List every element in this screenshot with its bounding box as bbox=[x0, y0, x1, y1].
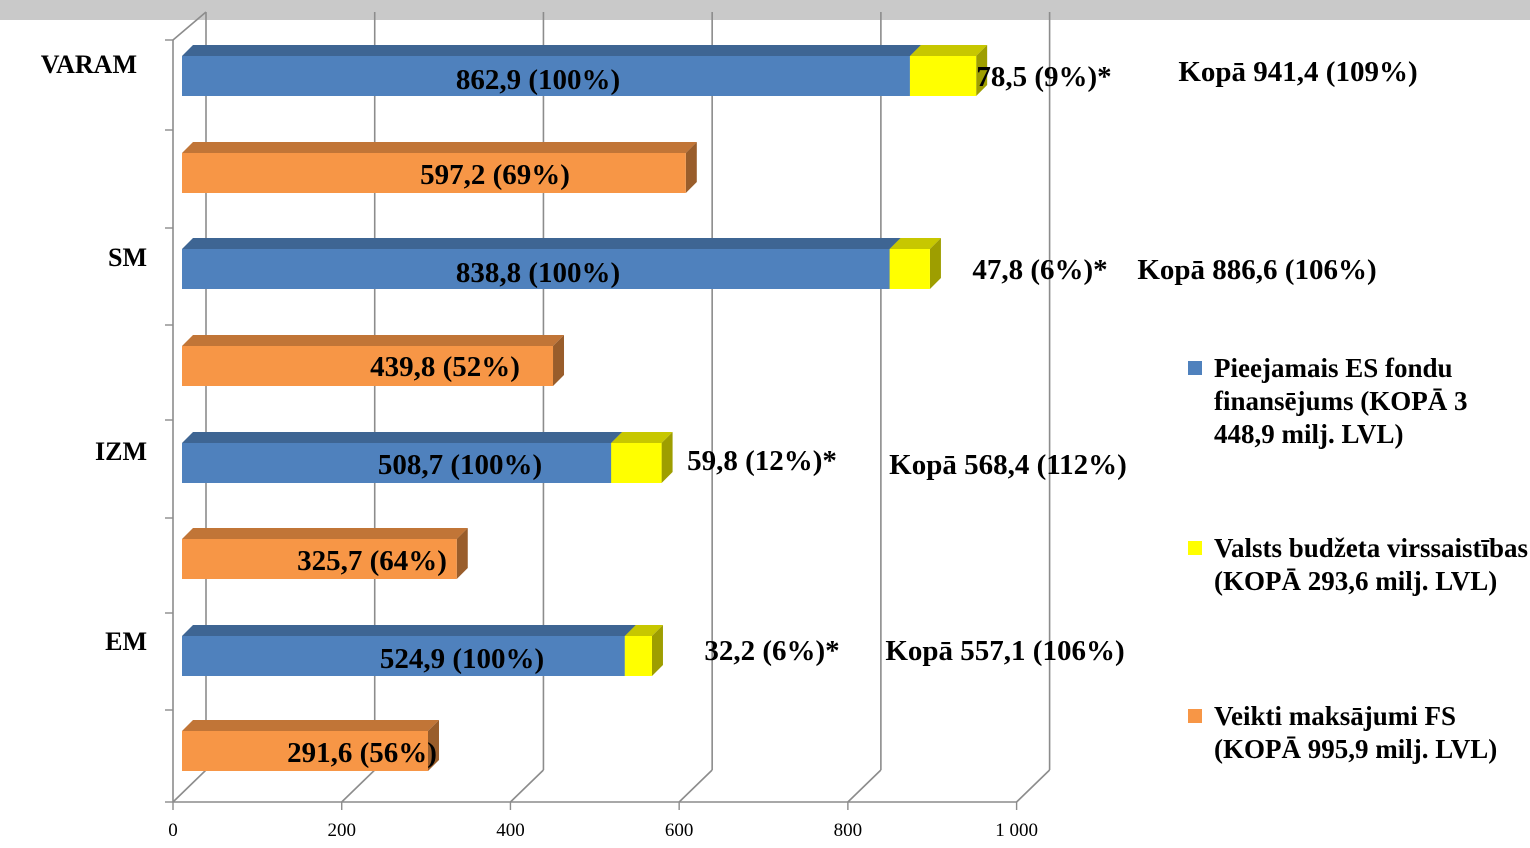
bar-available-varam-front bbox=[182, 56, 910, 96]
data-label-total-em: Kopā 557,1 (106%) bbox=[885, 635, 1124, 667]
bar-overcommit-em-top bbox=[624, 625, 663, 636]
x-tick-label-1: 200 bbox=[327, 820, 356, 841]
bar-overcommit-izm-side bbox=[661, 432, 673, 483]
bar-payments-em-side bbox=[427, 720, 439, 771]
legend-swatch-2 bbox=[1188, 709, 1202, 723]
bar-available-izm bbox=[182, 432, 623, 483]
bar-overcommit-sm-front bbox=[889, 249, 930, 289]
bar-payments-sm bbox=[182, 335, 565, 386]
bar-payments-em-front bbox=[182, 731, 428, 771]
bar-payments-varam bbox=[182, 142, 697, 193]
floor-gridline-0 bbox=[172, 769, 207, 803]
data-label-overcommit-em: 32,2 (6%)* bbox=[704, 635, 839, 667]
bar-available-sm bbox=[182, 238, 901, 289]
x-tick-label-3: 600 bbox=[665, 820, 694, 841]
data-label-total-sm: Kopā 886,6 (106%) bbox=[1137, 254, 1376, 286]
bar-available-izm-front bbox=[182, 443, 612, 483]
data-label-payments-em: 291,6 (56%) bbox=[287, 737, 437, 769]
bar-overcommit-em-side bbox=[651, 625, 663, 676]
bar-payments-sm-side bbox=[553, 335, 565, 386]
bar-payments-varam-side bbox=[685, 142, 697, 193]
bar-payments-izm-top bbox=[182, 528, 468, 539]
bar-overcommit-varam-side bbox=[976, 45, 988, 96]
data-label-overcommit-varam: 78,5 (9%)* bbox=[976, 61, 1111, 93]
data-label-available-izm: 508,7 (100%) bbox=[378, 449, 542, 481]
x-tick-label-0: 0 bbox=[168, 820, 178, 841]
data-label-total-varam: Kopā 941,4 (109%) bbox=[1178, 56, 1417, 88]
legend-label-1: Valsts budžeta virssaistības (KOPĀ 293,6… bbox=[1214, 533, 1529, 596]
bar-overcommit-izm bbox=[611, 432, 673, 483]
data-label-available-em: 524,9 (100%) bbox=[380, 643, 544, 675]
bar-overcommit-izm-front bbox=[611, 443, 662, 483]
floor-gridline-2 bbox=[509, 769, 544, 803]
floor-gridline-3 bbox=[678, 769, 713, 803]
category-label-em: EM bbox=[105, 627, 147, 656]
bar-payments-sm-front bbox=[182, 346, 554, 386]
bar-overcommit-sm-side bbox=[929, 238, 941, 289]
category-label-izm: IZM bbox=[95, 437, 147, 466]
bar-overcommit-em bbox=[624, 625, 663, 676]
x-tick-label-4: 800 bbox=[834, 820, 863, 841]
floor-gridline-1 bbox=[341, 769, 376, 803]
legend-swatch-1 bbox=[1188, 541, 1202, 555]
legend-swatch-0 bbox=[1188, 361, 1202, 375]
bar-available-sm-front bbox=[182, 249, 890, 289]
bar-overcommit-sm bbox=[889, 238, 941, 289]
bar-payments-izm-side bbox=[456, 528, 468, 579]
data-label-payments-varam: 597,2 (69%) bbox=[420, 159, 570, 191]
bar-available-em-front bbox=[182, 636, 625, 676]
bar-available-izm-top bbox=[182, 432, 623, 443]
bar-payments-varam-front bbox=[182, 153, 686, 193]
legend-label-0: Pieejamais ES fondu finansējums (KOPĀ 3 … bbox=[1214, 353, 1468, 449]
data-label-overcommit-sm: 47,8 (6%)* bbox=[972, 254, 1107, 286]
category-label-sm: SM bbox=[108, 243, 147, 272]
top-band bbox=[0, 0, 1530, 20]
bar-payments-izm bbox=[182, 528, 468, 579]
bar-overcommit-varam-top bbox=[909, 45, 988, 56]
bar-overcommit-em-front bbox=[624, 636, 652, 676]
bar-available-varam-top bbox=[182, 45, 921, 56]
bar-overcommit-varam bbox=[909, 45, 988, 96]
floor-gridline-5 bbox=[1016, 769, 1051, 803]
bar-payments-em-top bbox=[182, 720, 439, 731]
floor-gridline-4 bbox=[847, 769, 882, 803]
x-tick-label-5: 1 000 bbox=[995, 820, 1038, 841]
wall-top-edge bbox=[172, 11, 207, 41]
bar-available-varam bbox=[182, 45, 921, 96]
data-label-total-izm: Kopā 568,4 (112%) bbox=[889, 449, 1127, 481]
data-label-available-sm: 838,8 (100%) bbox=[456, 257, 620, 289]
bar-overcommit-sm-top bbox=[889, 238, 941, 249]
data-label-overcommit-izm: 59,8 (12%)* bbox=[687, 445, 837, 477]
legend-label-2: Veikti maksājumi FS (KOPĀ 995,9 milj. LV… bbox=[1214, 701, 1498, 764]
bar-overcommit-izm-top bbox=[611, 432, 673, 443]
bar-payments-izm-front bbox=[182, 539, 457, 579]
bar-overcommit-varam-front bbox=[909, 56, 977, 96]
data-label-available-varam: 862,9 (100%) bbox=[456, 64, 620, 96]
bar-payments-varam-top bbox=[182, 142, 697, 153]
category-label-varam: VARAM bbox=[41, 50, 137, 79]
bar-available-sm-top bbox=[182, 238, 901, 249]
data-label-payments-izm: 325,7 (64%) bbox=[297, 545, 447, 577]
x-tick-label-2: 400 bbox=[496, 820, 525, 841]
bar-available-em-top bbox=[182, 625, 636, 636]
bar-payments-em bbox=[182, 720, 439, 771]
bar-payments-sm-top bbox=[182, 335, 565, 346]
data-label-payments-sm: 439,8 (52%) bbox=[370, 351, 520, 383]
